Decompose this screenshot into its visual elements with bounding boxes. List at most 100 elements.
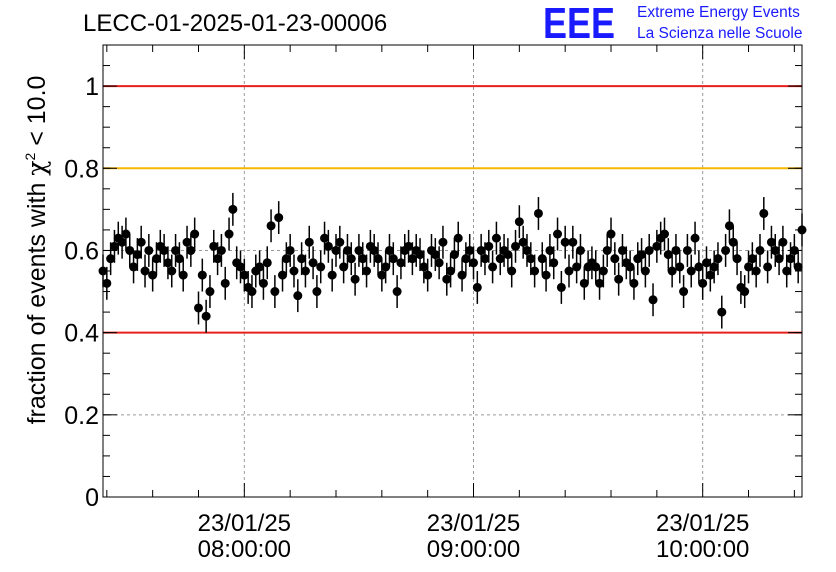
- point-marker: [258, 278, 268, 288]
- eee-logo: EEE: [543, 2, 615, 42]
- data-point: [690, 221, 700, 255]
- point-marker: [297, 254, 307, 264]
- data-point: [102, 266, 112, 300]
- point-marker: [121, 229, 131, 239]
- data-point: [472, 271, 482, 304]
- point-marker: [705, 270, 715, 280]
- data-point: [270, 275, 280, 308]
- data-point: [373, 242, 383, 276]
- point-marker: [514, 217, 524, 227]
- point-marker: [167, 266, 177, 276]
- data-point: [671, 234, 681, 267]
- point-marker: [595, 278, 605, 288]
- data-point: [182, 225, 192, 259]
- point-marker: [438, 237, 448, 247]
- point-marker: [270, 287, 280, 297]
- point-marker: [362, 266, 372, 276]
- point-marker: [396, 258, 406, 268]
- data-point: [755, 234, 765, 267]
- point-marker: [659, 229, 669, 239]
- data-point: [224, 217, 234, 251]
- point-marker: [151, 254, 161, 264]
- data-point: [728, 225, 738, 259]
- point-marker: [786, 254, 796, 264]
- point-marker: [709, 262, 719, 272]
- data-point: [698, 266, 708, 300]
- y-tick-label: 0.4: [64, 320, 99, 348]
- data-point: [659, 217, 669, 251]
- point-marker: [518, 237, 528, 247]
- point-marker: [675, 262, 685, 272]
- data-point: [346, 242, 356, 276]
- reference-lines: [103, 85, 802, 334]
- x-tick-time: 08:00:00: [198, 536, 291, 563]
- point-marker: [713, 254, 723, 264]
- data-point: [537, 242, 547, 276]
- data-point: [304, 225, 314, 259]
- data-point: [721, 234, 731, 267]
- point-marker: [694, 262, 704, 272]
- point-marker: [549, 258, 559, 268]
- point-marker: [278, 270, 288, 280]
- data-point: [514, 205, 524, 239]
- point-marker: [553, 229, 563, 239]
- point-marker: [541, 270, 551, 280]
- point-marker: [629, 278, 639, 288]
- data-point: [205, 275, 215, 308]
- data-point: [430, 238, 440, 271]
- point-marker: [182, 237, 192, 247]
- data-point: [163, 246, 173, 280]
- point-marker: [201, 311, 211, 321]
- point-marker: [129, 262, 139, 272]
- point-marker: [350, 274, 360, 284]
- data-point: [140, 254, 150, 288]
- logo-line-2: La Scienza nelle Scuole: [637, 25, 803, 42]
- data-point: [713, 242, 723, 276]
- data-point: [572, 250, 582, 284]
- data-point: [323, 229, 333, 263]
- point-marker: [312, 287, 322, 297]
- point-marker: [469, 258, 479, 268]
- data-point: [629, 266, 639, 300]
- point-marker: [373, 254, 383, 264]
- point-marker: [575, 245, 585, 255]
- point-marker: [228, 204, 238, 214]
- point-marker: [503, 250, 513, 260]
- point-marker: [266, 221, 276, 231]
- point-marker: [602, 245, 612, 255]
- data-point: [407, 242, 417, 276]
- point-marker: [617, 245, 627, 255]
- data-point: [652, 229, 662, 263]
- data-point: [591, 250, 601, 284]
- point-marker: [461, 254, 471, 264]
- point-marker: [140, 266, 150, 276]
- data-point: [461, 242, 471, 276]
- data-point: [449, 238, 459, 271]
- y-tick-labels: 0 0.2 0.4 0.6 0.8 1: [64, 73, 99, 512]
- point-marker: [747, 254, 757, 264]
- data-point: [602, 234, 612, 267]
- data-point: [171, 234, 181, 267]
- point-marker: [526, 254, 536, 264]
- point-marker: [224, 229, 234, 239]
- point-marker: [102, 278, 112, 288]
- point-marker: [117, 237, 127, 247]
- data-point: [186, 234, 196, 267]
- point-marker: [453, 233, 463, 243]
- data-point: [511, 229, 521, 263]
- point-marker: [407, 254, 417, 264]
- data-point: [491, 221, 501, 255]
- point-marker: [763, 262, 773, 272]
- data-point: [201, 299, 211, 333]
- data-point: [285, 234, 295, 267]
- point-marker: [381, 262, 391, 272]
- point-marker: [236, 262, 246, 272]
- data-point: [381, 250, 391, 284]
- data-point: [300, 254, 310, 288]
- y-tick-label: 0.8: [64, 155, 99, 183]
- point-marker: [751, 266, 761, 276]
- data-points: [98, 192, 807, 333]
- data-point: [533, 197, 543, 230]
- data-point: [705, 258, 715, 292]
